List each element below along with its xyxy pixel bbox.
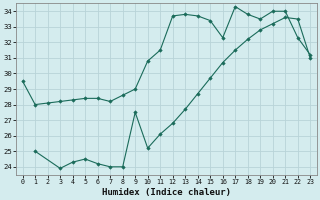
X-axis label: Humidex (Indice chaleur): Humidex (Indice chaleur) [102, 188, 231, 197]
